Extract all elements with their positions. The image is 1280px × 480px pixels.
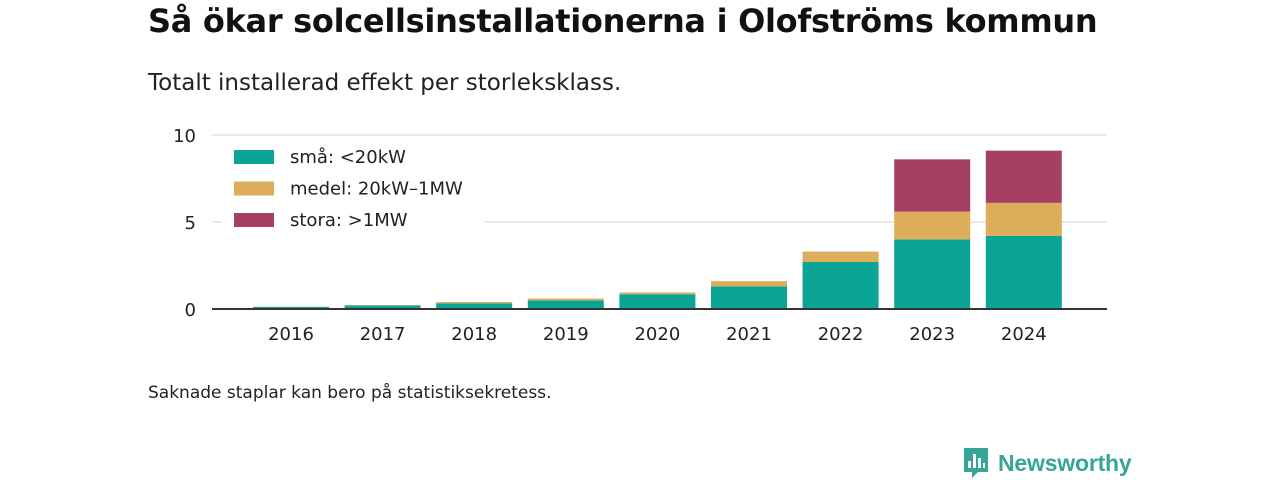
y-tick-label: 10 — [173, 126, 196, 147]
bar-segment — [436, 303, 513, 309]
x-tick-label: 2022 — [818, 324, 864, 345]
bar-segment — [894, 239, 971, 309]
bar-segment — [619, 294, 696, 309]
bar-segment — [619, 292, 696, 295]
x-tick-label: 2023 — [909, 324, 955, 345]
legend-label: medel: 20kW–1MW — [290, 179, 463, 200]
y-tick-label: 0 — [185, 300, 196, 321]
bar-segment — [894, 159, 971, 212]
bar-segment — [711, 281, 787, 287]
chart-subtitle: Totalt installerad effekt per storlekskl… — [148, 70, 622, 96]
legend-label: små: <20kW — [290, 147, 406, 168]
bar-segment — [711, 286, 787, 309]
legend-swatch — [234, 150, 274, 164]
x-tick-label: 2024 — [1001, 324, 1047, 345]
legend: små: <20kW medel: 20kW–1MW stora: >1MW — [222, 140, 484, 236]
bar-segment — [802, 262, 879, 309]
brand-logo: Newsworthy — [962, 446, 1132, 480]
footnote: Saknade staplar kan bero på statistiksek… — [148, 383, 552, 403]
bar-segment — [802, 251, 879, 263]
bar-segment — [985, 235, 1062, 309]
bar-segment — [985, 202, 1062, 236]
stacked-bar-chart: 0 5 10 2016 2017 2018 2019 2020 2021 2022 2023 202… — [173, 126, 1107, 345]
bar-segment — [894, 211, 971, 240]
y-tick-label: 5 — [185, 213, 196, 234]
x-tick-label: 2021 — [726, 324, 772, 345]
x-tick-label: 2018 — [451, 324, 497, 345]
x-tick-label: 2019 — [543, 324, 589, 345]
y-axis: 0 5 10 — [173, 126, 196, 321]
newsworthy-logo-icon — [964, 448, 988, 478]
x-tick-label: 2020 — [634, 324, 680, 345]
bar-segment — [527, 298, 604, 301]
brand-name: Newsworthy — [998, 449, 1132, 476]
x-tick-label: 2016 — [268, 324, 314, 345]
legend-label: stora: >1MW — [290, 210, 408, 231]
x-axis: 2016 2017 2018 2019 2020 2021 2022 2023 2024 — [212, 308, 1107, 345]
x-tick-label: 2017 — [360, 324, 406, 345]
bars — [253, 150, 1062, 309]
bar-segment — [344, 305, 421, 309]
bar-segment — [527, 300, 604, 309]
bar-segment — [253, 306, 329, 309]
bar-segment — [436, 302, 513, 304]
chart-title: Så ökar solcellsinstallationerna i Olofs… — [148, 2, 1098, 40]
legend-swatch — [234, 181, 274, 196]
bar-segment — [985, 150, 1062, 203]
legend-swatch — [234, 213, 274, 227]
